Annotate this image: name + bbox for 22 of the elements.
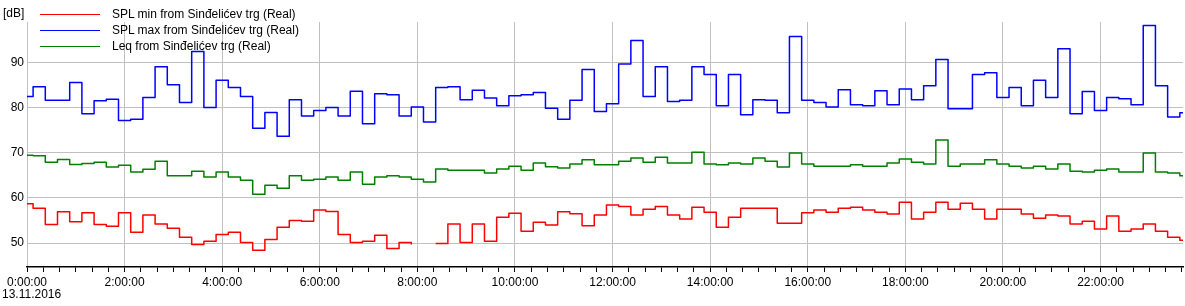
y-tick-label: 70 xyxy=(10,144,25,159)
legend-label: SPL min from Sinđelićev trg (Real) xyxy=(112,7,296,21)
y-tick-label: 90 xyxy=(10,54,25,69)
y-axis-title: [dB] xyxy=(3,6,25,20)
x-tick-label: 20:00:00 xyxy=(979,274,1027,289)
x-tick-label: 16:00:00 xyxy=(784,274,832,289)
x-tick-label: 12:00:00 xyxy=(589,274,637,289)
y-tick-label: 50 xyxy=(10,235,25,250)
legend-label: Leq from Sinđelićev trg (Real) xyxy=(112,39,271,53)
x-tick-label: 2:00:00 xyxy=(104,274,145,289)
x-tick-label: 14:00:00 xyxy=(686,274,734,289)
x-tick-label: 22:00:00 xyxy=(1077,274,1125,289)
x-tick-label: 18:00:00 xyxy=(881,274,930,289)
x-tick-label: 10:00:00 xyxy=(491,274,539,289)
y-tick-label: 60 xyxy=(10,190,25,205)
text: 13.11.2016 xyxy=(2,287,62,301)
y-tick-label: 80 xyxy=(10,99,25,114)
legend-label: SPL max from Sinđelićev trg (Real) xyxy=(112,23,299,37)
x-tick-label: 0:00:00 xyxy=(6,274,48,289)
x-tick-label: 4:00:00 xyxy=(202,274,243,289)
x-tick-label: 6:00:00 xyxy=(299,274,341,289)
x-tick-label: 8:00:00 xyxy=(397,274,438,289)
